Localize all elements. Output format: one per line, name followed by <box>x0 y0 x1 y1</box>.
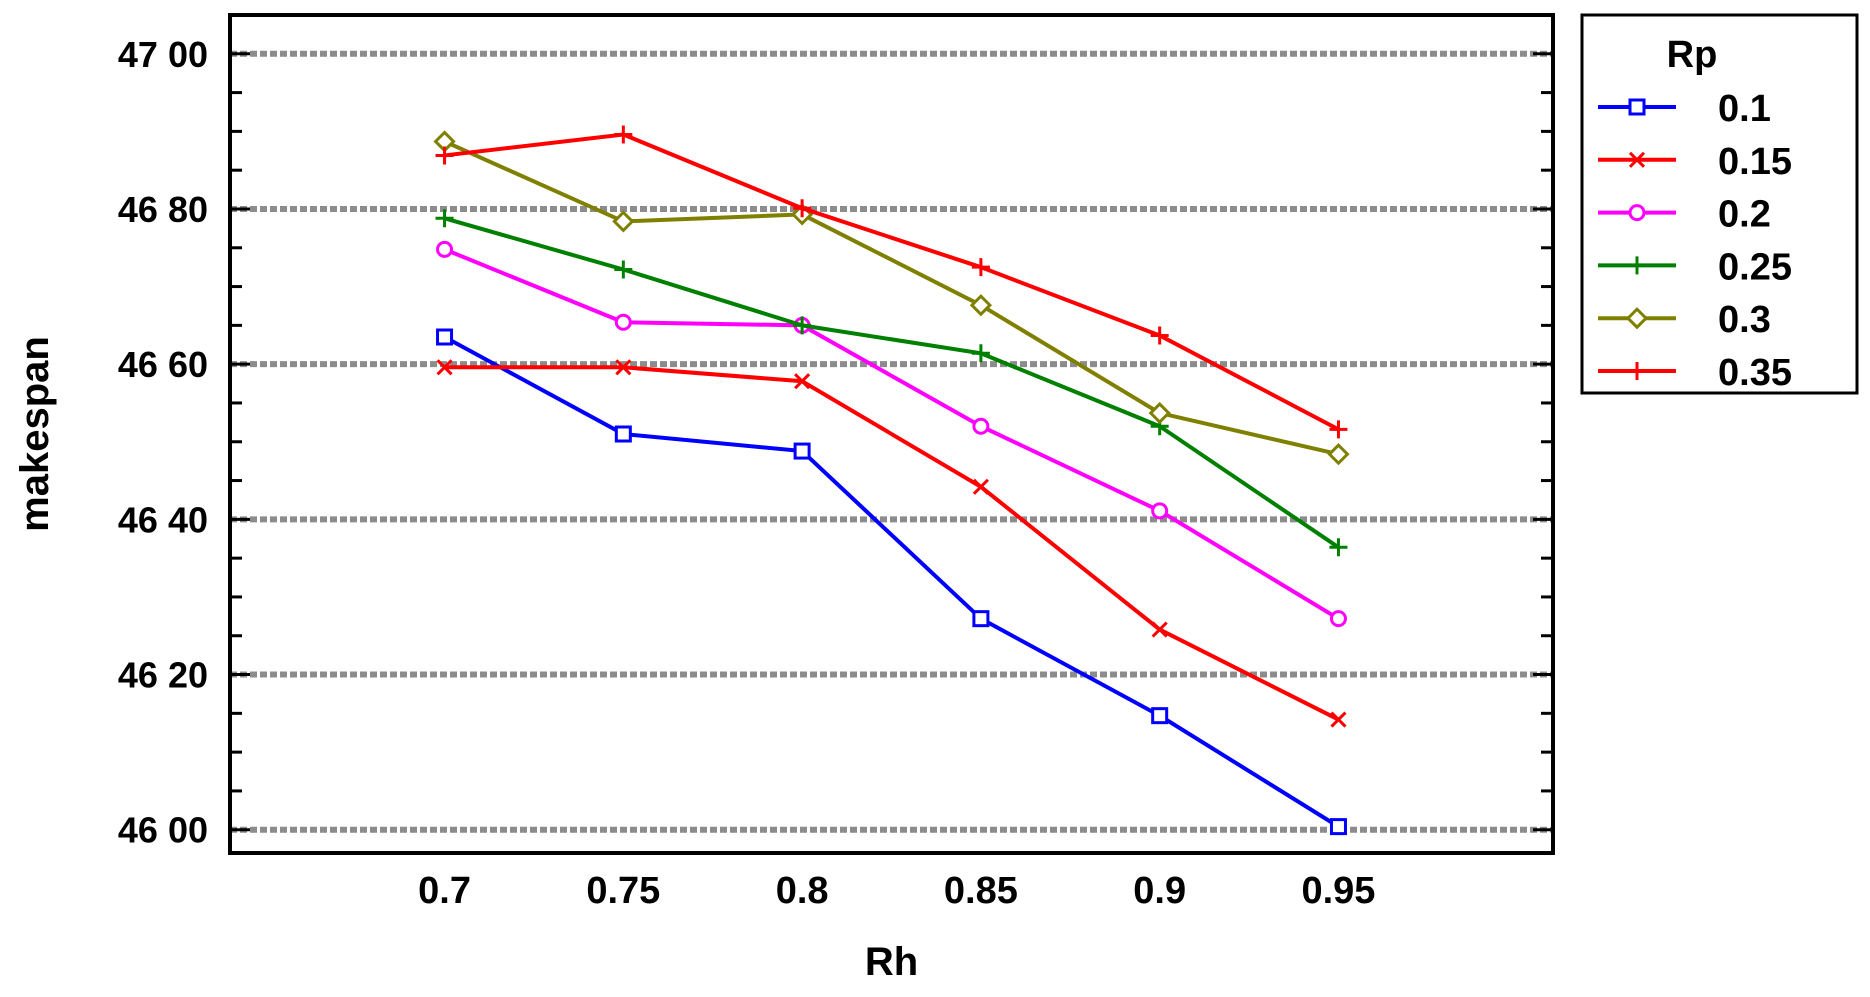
series-line <box>443 335 1340 829</box>
data-point <box>969 294 993 317</box>
legend-items: 0.1 0.15 0.2 0.25 0.3 0.35 <box>1598 88 1792 394</box>
legend-item: 0.1 <box>1598 88 1771 130</box>
plot-frame <box>228 13 1555 855</box>
data-point <box>614 425 632 443</box>
y-tick-label: 46 00 <box>118 810 208 851</box>
data-point <box>1628 256 1646 275</box>
y-tick-labels: 46 00 46 20 46 40 46 60 46 80 47 00 <box>118 34 208 851</box>
data-point <box>436 328 454 346</box>
data-point <box>1329 538 1348 557</box>
axis-ticks <box>230 52 1553 832</box>
series-line <box>443 216 1340 549</box>
legend-item: 0.2 <box>1598 194 1771 236</box>
data-point <box>971 344 990 363</box>
series-0.3 <box>433 130 1350 466</box>
legend-item: 0.15 <box>1598 141 1792 183</box>
y-tick-label: 46 20 <box>118 655 208 696</box>
data-point <box>1329 610 1347 628</box>
data-point <box>1148 401 1171 425</box>
data-point <box>1327 443 1350 466</box>
data-point <box>972 610 990 628</box>
y-tick-label: 46 80 <box>118 189 208 230</box>
series-line <box>444 132 1340 432</box>
legend-label: 0.25 <box>1718 246 1792 288</box>
data-point <box>1151 707 1169 725</box>
data-point <box>1151 621 1168 638</box>
data-point <box>794 373 811 390</box>
data-point <box>1625 307 1649 330</box>
series-0.25 <box>435 209 1348 557</box>
x-tick-label: 0.8 <box>776 870 829 912</box>
legend: Rp 0.1 0.15 0.2 0.25 0.3 0.35 <box>1580 13 1859 395</box>
gridlines <box>230 50 1553 833</box>
data-point <box>436 240 454 258</box>
series-0.15 <box>436 359 1347 728</box>
legend-item: 0.25 <box>1598 246 1792 288</box>
x-axis-title: Rh <box>865 940 918 984</box>
data-point <box>1330 711 1347 728</box>
data-point <box>1628 98 1646 116</box>
data-point <box>793 316 812 335</box>
legend-box <box>1580 13 1859 395</box>
legend-label: 0.35 <box>1718 352 1792 394</box>
data-point <box>614 125 633 144</box>
series-line <box>443 247 1340 621</box>
data-point <box>436 359 453 376</box>
x-tick-label: 0.9 <box>1133 870 1186 912</box>
legend-label: 0.15 <box>1718 141 1792 183</box>
legend-label: 0.1 <box>1718 88 1771 130</box>
legend-item: 0.35 <box>1598 352 1792 394</box>
data-point <box>1329 818 1347 836</box>
y-tick-label: 47 00 <box>118 34 208 75</box>
y-tick-label: 46 40 <box>118 499 208 540</box>
y-axis-title: makespan <box>13 336 57 532</box>
data-point <box>1628 362 1646 380</box>
data-point <box>614 313 632 331</box>
data-point <box>793 442 811 460</box>
data-point <box>435 209 454 228</box>
data-point <box>972 478 989 495</box>
data-point <box>1150 326 1169 345</box>
legend-item: 0.3 <box>1598 299 1771 341</box>
legend-label: 0.3 <box>1718 299 1771 341</box>
x-tick-label: 0.7 <box>418 870 471 912</box>
y-tick-label: 46 60 <box>118 344 208 385</box>
data-point <box>612 210 635 233</box>
series-lines <box>433 125 1350 836</box>
data-point <box>971 258 990 277</box>
data-point <box>614 260 633 279</box>
x-tick-labels: 0.7 0.75 0.8 0.85 0.9 0.95 <box>418 870 1375 912</box>
legend-label: 0.2 <box>1718 194 1771 236</box>
data-point <box>972 417 990 435</box>
x-tick-label: 0.75 <box>586 870 660 912</box>
data-point <box>615 359 632 376</box>
data-point <box>1628 151 1646 168</box>
series-0.35 <box>435 125 1348 439</box>
series-line <box>443 139 1339 457</box>
x-tick-label: 0.85 <box>944 870 1018 912</box>
legend-title: Rp <box>1667 34 1718 76</box>
data-point <box>1329 420 1348 439</box>
data-point <box>1151 502 1169 520</box>
data-point <box>793 199 812 218</box>
x-tick-label: 0.95 <box>1301 870 1375 912</box>
series-line <box>444 365 1340 722</box>
data-point <box>435 146 454 165</box>
series-0.1 <box>436 328 1347 836</box>
data-point <box>1628 204 1646 222</box>
